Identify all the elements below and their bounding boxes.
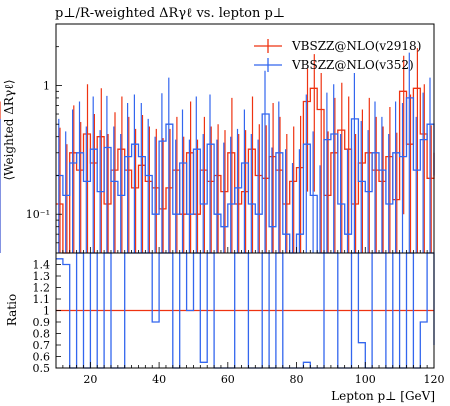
- ratio-tick-label: 1.4: [33, 259, 51, 272]
- y-axis-label: ⟨Weighted ΔRγℓ⟩: [2, 79, 16, 180]
- main-panel: [0, 23, 435, 254]
- x-axis-label: Lepton p⊥ [GeV]: [331, 389, 435, 403]
- ratio-tick-label: 1.3: [33, 270, 51, 283]
- ratio-panel: [55, 252, 435, 369]
- ratio-tick-label: 1.1: [33, 293, 51, 306]
- legend: VBSZZ@NLO(v2918) VBSZZ@NLO(v352): [254, 39, 421, 72]
- ratio-tick-label: 0.7: [33, 339, 51, 352]
- ratio-axis: 0.50.60.70.80.911.11.21.31.4: [33, 259, 61, 375]
- ratio-tick-label: 1.2: [33, 282, 51, 295]
- x-tick-label: 20: [83, 373, 97, 386]
- main-plot-area: [0, 48, 435, 254]
- x-tick-label: 40: [152, 373, 166, 386]
- x-tick-label: 60: [221, 373, 235, 386]
- y-axis: 10⁻¹ 1: [26, 23, 62, 254]
- legend-label-v352: VBSZZ@NLO(v352): [291, 58, 414, 72]
- ratio-tick-label: 0.6: [33, 351, 51, 364]
- chart-title: p⊥/R-weighted ΔRγℓ vs. lepton p⊥: [55, 6, 285, 21]
- ratio-tick-label: 0.5: [33, 362, 51, 375]
- ratio-tick-label: 0.8: [33, 328, 51, 341]
- ratio-axis-label: Ratio: [5, 294, 19, 326]
- ratio-plot-area: [56, 252, 435, 369]
- x-axis: 20 40 60 80 100 120: [55, 247, 445, 386]
- series-line-1: [56, 97, 435, 254]
- y-tick-label: 1: [43, 79, 50, 92]
- x-tick-label: 100: [355, 373, 376, 386]
- ratio-tick-label: 0.9: [33, 316, 51, 329]
- x-tick-label: 80: [290, 373, 304, 386]
- y-tick-label: 10⁻¹: [26, 208, 50, 221]
- x-tick-label: 120: [424, 373, 445, 386]
- legend-label-v2918: VBSZZ@NLO(v2918): [291, 39, 421, 53]
- ratio-tick-label: 1: [43, 305, 50, 318]
